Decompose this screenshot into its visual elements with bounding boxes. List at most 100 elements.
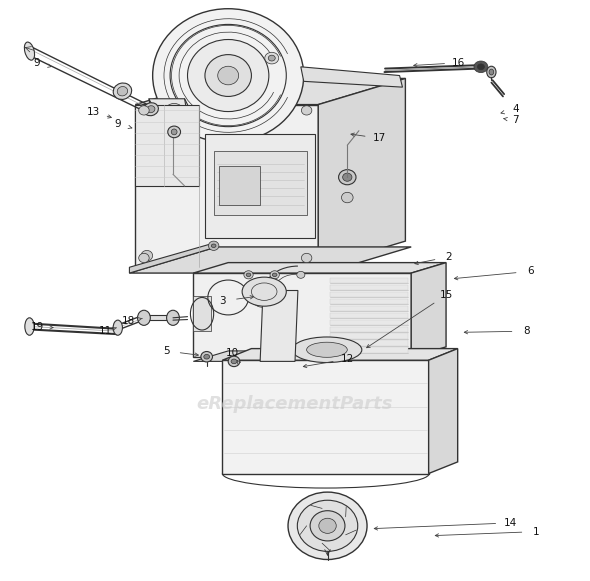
Polygon shape [301, 67, 402, 87]
Text: 3: 3 [219, 296, 226, 306]
Ellipse shape [208, 241, 219, 250]
Ellipse shape [339, 170, 356, 185]
Polygon shape [129, 247, 411, 273]
Text: 1: 1 [533, 526, 539, 537]
Ellipse shape [205, 55, 251, 96]
Polygon shape [330, 285, 408, 290]
Polygon shape [222, 349, 458, 360]
Polygon shape [144, 315, 173, 320]
Text: 7: 7 [513, 115, 519, 125]
Polygon shape [428, 349, 458, 474]
Ellipse shape [297, 500, 358, 551]
Polygon shape [222, 360, 428, 474]
Text: 14: 14 [503, 518, 517, 528]
Text: 4: 4 [513, 104, 519, 114]
Ellipse shape [25, 318, 34, 335]
Polygon shape [194, 351, 446, 361]
Ellipse shape [270, 271, 279, 279]
Text: 9: 9 [114, 119, 121, 129]
Polygon shape [411, 263, 446, 357]
Text: 11: 11 [99, 326, 112, 336]
Ellipse shape [343, 173, 352, 181]
Polygon shape [330, 333, 408, 339]
Ellipse shape [168, 126, 181, 138]
Polygon shape [330, 347, 408, 353]
Ellipse shape [244, 271, 253, 279]
Text: 5: 5 [163, 346, 169, 356]
Ellipse shape [242, 277, 286, 306]
Polygon shape [330, 340, 408, 346]
Ellipse shape [137, 310, 150, 325]
Ellipse shape [165, 103, 183, 117]
Ellipse shape [113, 320, 123, 335]
Text: 2: 2 [445, 252, 453, 262]
Ellipse shape [201, 352, 212, 362]
Ellipse shape [228, 356, 240, 367]
Ellipse shape [139, 106, 149, 115]
Ellipse shape [147, 106, 155, 113]
Polygon shape [260, 290, 298, 361]
Ellipse shape [246, 273, 251, 277]
Ellipse shape [301, 253, 312, 263]
Ellipse shape [319, 518, 336, 533]
Text: 10: 10 [227, 348, 240, 358]
Ellipse shape [489, 69, 494, 75]
Ellipse shape [297, 271, 305, 278]
Polygon shape [330, 320, 408, 325]
Text: 19: 19 [31, 322, 44, 332]
Polygon shape [330, 306, 408, 311]
Ellipse shape [171, 129, 177, 135]
Text: 8: 8 [523, 326, 530, 336]
Ellipse shape [139, 253, 149, 263]
Text: 9: 9 [33, 58, 40, 68]
Polygon shape [330, 327, 408, 332]
Text: 15: 15 [440, 290, 453, 300]
Ellipse shape [273, 273, 277, 277]
Ellipse shape [301, 106, 312, 115]
Ellipse shape [211, 244, 216, 248]
Polygon shape [135, 105, 318, 267]
Text: 16: 16 [452, 58, 466, 68]
Ellipse shape [218, 66, 238, 85]
Ellipse shape [265, 52, 278, 64]
Polygon shape [194, 273, 411, 357]
Polygon shape [135, 78, 405, 105]
Ellipse shape [113, 83, 132, 99]
Polygon shape [214, 151, 307, 215]
Polygon shape [330, 278, 408, 283]
Polygon shape [318, 78, 405, 267]
Ellipse shape [24, 42, 35, 60]
Polygon shape [194, 296, 211, 331]
Polygon shape [129, 242, 217, 273]
Ellipse shape [204, 354, 209, 359]
Ellipse shape [117, 87, 127, 96]
Ellipse shape [288, 492, 367, 560]
Ellipse shape [474, 61, 488, 73]
Polygon shape [194, 263, 446, 273]
Ellipse shape [143, 103, 158, 116]
Polygon shape [330, 292, 408, 297]
Ellipse shape [310, 511, 345, 541]
Ellipse shape [307, 342, 348, 357]
Polygon shape [330, 299, 408, 304]
Text: 12: 12 [340, 354, 354, 364]
Text: 17: 17 [373, 133, 386, 144]
Polygon shape [149, 99, 191, 110]
Text: 6: 6 [527, 266, 533, 277]
Polygon shape [219, 166, 260, 205]
Polygon shape [205, 134, 315, 238]
Ellipse shape [166, 310, 179, 325]
Text: eReplacementParts: eReplacementParts [196, 395, 394, 413]
Ellipse shape [231, 359, 237, 364]
Ellipse shape [188, 40, 269, 112]
Text: 13: 13 [87, 107, 100, 117]
Polygon shape [330, 313, 408, 318]
Ellipse shape [477, 64, 484, 70]
Text: 18: 18 [122, 316, 135, 327]
Ellipse shape [153, 9, 304, 142]
Ellipse shape [292, 337, 362, 363]
Ellipse shape [487, 66, 496, 78]
Ellipse shape [342, 192, 353, 203]
Ellipse shape [268, 55, 276, 61]
Polygon shape [135, 105, 199, 186]
